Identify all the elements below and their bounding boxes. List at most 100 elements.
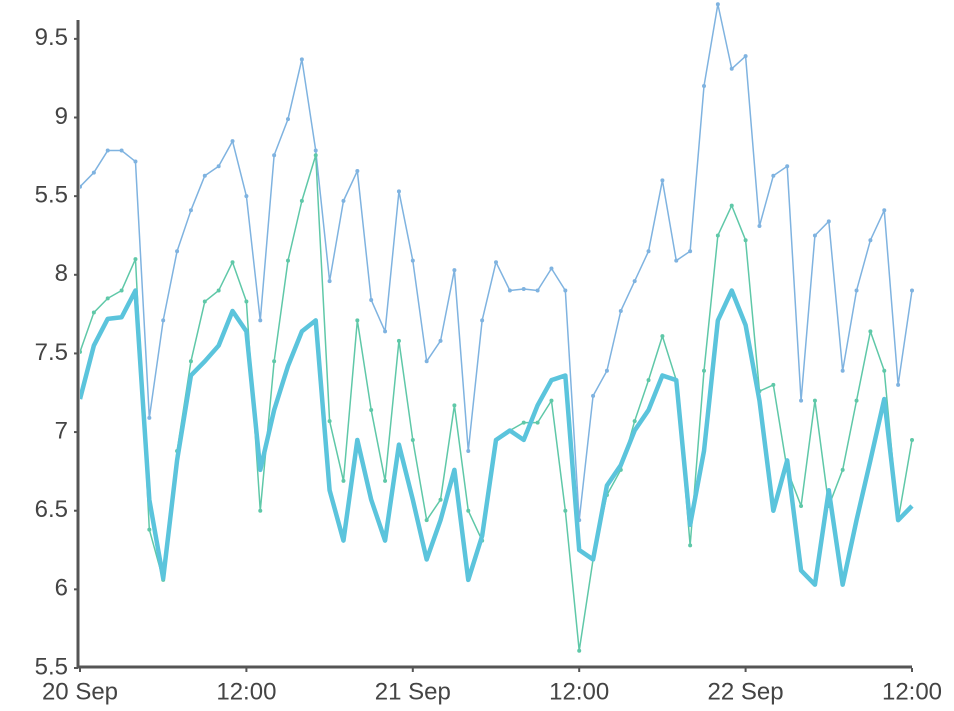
point	[868, 238, 873, 243]
point	[258, 508, 263, 513]
point	[632, 419, 637, 424]
point	[771, 173, 776, 178]
point	[80, 184, 82, 189]
point	[882, 208, 887, 213]
point	[563, 288, 568, 293]
point	[715, 2, 720, 7]
point	[812, 233, 817, 238]
point	[910, 288, 914, 293]
point	[313, 148, 318, 153]
point	[771, 382, 776, 387]
point	[286, 258, 290, 263]
point	[604, 368, 609, 373]
point	[549, 398, 554, 403]
point	[424, 518, 429, 523]
point	[341, 198, 346, 203]
y-tick-label: 6	[55, 575, 68, 602]
point	[369, 297, 374, 302]
point	[702, 84, 706, 89]
point	[452, 268, 457, 273]
point	[410, 437, 415, 442]
x-tick-label: 12:00	[882, 678, 942, 705]
point	[688, 249, 693, 254]
point	[535, 288, 540, 293]
point	[840, 368, 845, 373]
point	[494, 260, 498, 265]
point	[105, 296, 110, 301]
y-tick-label: 9.5	[35, 24, 68, 51]
point	[383, 478, 388, 483]
point	[119, 148, 124, 153]
y-tick-label: 8	[55, 260, 68, 287]
point	[313, 153, 318, 158]
point	[105, 148, 110, 153]
point	[563, 508, 568, 513]
point	[327, 279, 332, 284]
point	[175, 249, 180, 254]
point	[327, 419, 332, 424]
point	[521, 286, 526, 291]
x-tick-label: 12:00	[549, 678, 609, 705]
point	[521, 420, 526, 425]
plot-area	[80, 2, 914, 653]
point	[660, 334, 665, 339]
point	[188, 208, 193, 213]
point	[133, 159, 138, 164]
point	[507, 288, 512, 293]
point	[355, 168, 360, 173]
point	[674, 258, 679, 263]
y-tick-label: 7.5	[35, 339, 68, 366]
point	[438, 338, 443, 343]
point	[591, 393, 596, 398]
point	[299, 198, 304, 203]
point	[341, 478, 346, 483]
point	[910, 437, 914, 442]
point	[258, 318, 263, 323]
point	[549, 266, 554, 271]
point	[202, 173, 207, 178]
point	[466, 508, 471, 513]
point	[854, 398, 859, 403]
point	[452, 403, 457, 408]
point	[424, 359, 429, 364]
point	[299, 57, 304, 62]
point	[80, 349, 82, 354]
point	[188, 359, 193, 364]
point	[133, 257, 138, 262]
x-tick-label: 20 Sep	[42, 678, 118, 705]
point	[147, 415, 152, 420]
point	[119, 288, 124, 293]
point	[840, 467, 845, 472]
point	[480, 318, 485, 323]
point	[383, 329, 388, 334]
point	[272, 359, 277, 364]
point	[854, 288, 859, 293]
point	[826, 219, 831, 224]
y-tick-label: 6.5	[35, 496, 68, 523]
point	[244, 299, 249, 304]
point	[286, 117, 290, 122]
point	[230, 260, 235, 265]
point	[466, 448, 471, 453]
point	[618, 308, 623, 313]
x-tick-label: 12:00	[216, 678, 276, 705]
y-tick-label: 5.5	[35, 653, 68, 680]
point	[785, 164, 790, 169]
point	[729, 66, 734, 71]
point	[91, 310, 96, 315]
y-tick-label: 5.5	[35, 181, 68, 208]
point	[438, 497, 443, 502]
point	[632, 279, 637, 284]
point	[147, 527, 152, 532]
point	[410, 258, 415, 263]
point	[577, 648, 582, 653]
y-tick-label: 7	[55, 417, 68, 444]
point	[660, 178, 665, 183]
point	[355, 318, 360, 323]
point	[743, 238, 748, 243]
point	[230, 139, 235, 144]
point	[688, 543, 693, 548]
point	[868, 329, 873, 334]
point	[369, 408, 374, 413]
